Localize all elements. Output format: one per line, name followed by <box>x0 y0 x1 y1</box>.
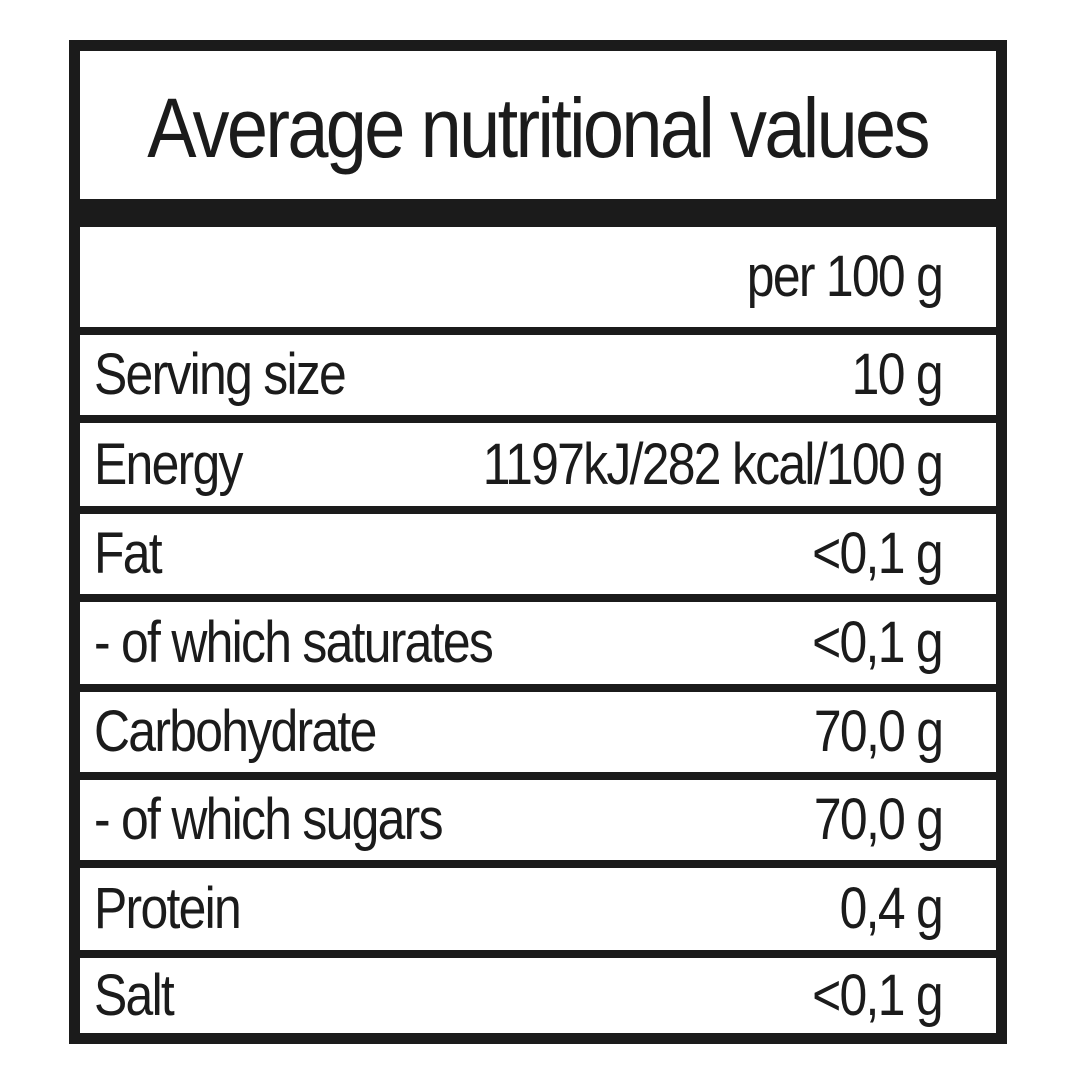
table-row-energy: Energy 1197kJ/282 kcal/100 g <box>80 423 996 506</box>
row-label: - of which sugars <box>94 787 444 852</box>
table-row-fat: Fat <0,1 g <box>80 514 996 594</box>
table-row-protein: Protein 0,4 g <box>80 868 996 950</box>
column-header: per 100 g <box>746 244 944 309</box>
table-row-serving-size: Serving size 10 g <box>80 335 996 415</box>
row-label: Serving size <box>94 342 347 407</box>
table-row-sugars: - of which sugars 70,0 g <box>80 780 996 860</box>
row-value: 10 g <box>851 342 944 407</box>
row-value: 0,4 g <box>839 876 944 941</box>
table-row-carbohydrate: Carbohydrate 70,0 g <box>80 692 996 772</box>
row-value: 1197kJ/282 kcal/100 g <box>482 431 944 497</box>
row-divider <box>80 415 996 423</box>
title-row: Average nutritional values <box>80 51 996 199</box>
table-title: Average nutritional values <box>147 81 931 175</box>
row-divider <box>80 772 996 780</box>
row-value: 70,0 g <box>813 699 944 764</box>
row-value: 70,0 g <box>813 787 944 852</box>
nutrition-label: Average nutritional values per 100 g Ser… <box>69 40 1007 1044</box>
row-divider <box>80 506 996 514</box>
row-label: Carbohydrate <box>94 699 377 764</box>
row-label: Energy <box>94 431 243 497</box>
row-value: <0,1 g <box>812 521 943 586</box>
title-divider-bar <box>80 199 996 227</box>
row-divider <box>80 327 996 335</box>
row-label: Salt <box>94 962 175 1028</box>
row-label: Fat <box>94 521 163 586</box>
row-divider <box>80 950 996 958</box>
row-divider <box>80 860 996 868</box>
row-divider <box>80 594 996 602</box>
column-header-row: per 100 g <box>80 227 996 327</box>
row-label: Protein <box>94 876 242 941</box>
table-row-salt: Salt <0,1 g <box>80 958 996 1033</box>
row-value: <0,1 g <box>812 610 943 675</box>
row-label: - of which saturates <box>94 610 494 675</box>
table-row-saturates: - of which saturates <0,1 g <box>80 602 996 684</box>
row-value: <0,1 g <box>812 962 943 1028</box>
row-divider <box>80 684 996 692</box>
